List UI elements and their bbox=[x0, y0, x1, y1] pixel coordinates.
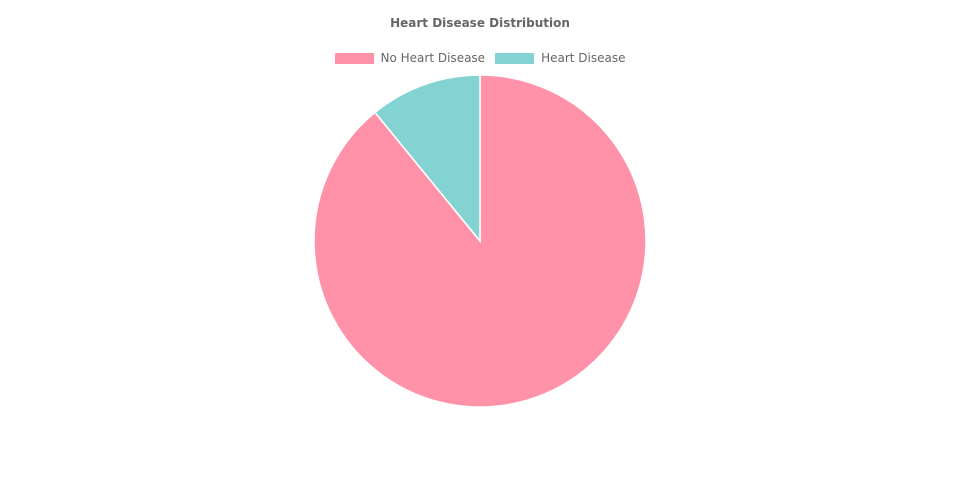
legend-item-no-heart-disease[interactable]: No Heart Disease bbox=[334, 51, 486, 65]
legend-swatch bbox=[334, 52, 374, 64]
legend: No Heart Disease Heart Disease bbox=[0, 51, 960, 65]
legend-label: Heart Disease bbox=[541, 51, 626, 65]
legend-swatch bbox=[495, 52, 535, 64]
pie-slice-heart-disease[interactable] bbox=[373, 74, 481, 244]
legend-label: No Heart Disease bbox=[380, 51, 486, 65]
chart-title: Heart Disease Distribution bbox=[390, 16, 570, 30]
legend-item-heart-disease[interactable]: Heart Disease bbox=[495, 51, 625, 65]
